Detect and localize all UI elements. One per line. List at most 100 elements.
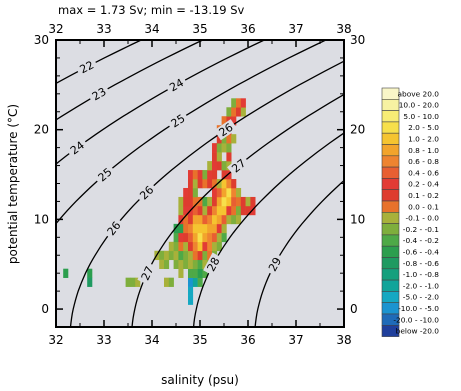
heatmap-cell — [188, 259, 194, 269]
heatmap-cell — [231, 205, 237, 216]
y-tick-label: 30 — [34, 33, 49, 47]
legend-swatch — [381, 87, 400, 100]
contour-label-mask — [264, 252, 285, 276]
heatmap-cell — [231, 134, 237, 144]
heatmap-cell — [212, 241, 218, 252]
heatmap-cell — [183, 223, 189, 234]
contour-label-mask — [135, 181, 158, 204]
heatmap-cell — [183, 187, 189, 198]
heatmap-cell — [178, 205, 184, 216]
heatmap-cell — [236, 107, 242, 117]
density-contour-line — [192, 132, 344, 327]
heatmap-cell — [178, 250, 184, 261]
heatmap-cell — [231, 214, 237, 225]
legend-swatch — [381, 324, 400, 337]
heatmap-cell — [226, 152, 232, 162]
heatmap-cell — [207, 196, 213, 207]
heatmap-cell — [231, 116, 237, 126]
heatmap-cell — [183, 196, 189, 207]
heatmap-cell — [197, 196, 203, 207]
heatmap-cell — [192, 250, 198, 261]
heatmap-cell — [183, 214, 189, 225]
legend-label: -0.6 - -0.4 — [403, 247, 440, 256]
density-contour-line — [56, 40, 203, 121]
heatmap-cell — [87, 277, 93, 287]
legend-label: -0.4 - -0.2 — [403, 236, 439, 245]
heatmap-cell — [197, 223, 203, 234]
heatmap-cell — [216, 205, 222, 216]
heatmap-cell — [87, 268, 93, 278]
legend-label: -0.1 - 0.0 — [405, 214, 439, 223]
contour-label-mask — [164, 74, 189, 95]
heatmap-cell — [226, 196, 232, 207]
heatmap-cell — [164, 277, 170, 287]
axes: 32 32 33 33 34 34 35 35 36 36 37 37 38 38 0 0 10 10 20 20 30… — [34, 22, 366, 347]
x-tick-label: 38 — [336, 333, 351, 347]
legend-swatch — [381, 200, 400, 213]
chart-title: max = 1.73 Sv; min = -13.19 Sv — [58, 3, 245, 17]
heatmap-cell — [221, 196, 227, 207]
legend-swatch — [381, 189, 400, 202]
heatmap-cell — [207, 179, 213, 189]
heatmap-cell — [168, 277, 174, 287]
legend: above 20.0 10.0 - 20.0 5.0 - 10.0 2.0 - 5.0… — [381, 87, 440, 337]
heatmap-cell — [197, 277, 203, 287]
heatmap-cell — [188, 277, 194, 287]
heatmap-cell — [212, 214, 218, 225]
heatmap-cell — [226, 143, 232, 153]
contour-label-mask — [93, 163, 117, 186]
legend-label: 0.4 - 0.6 — [408, 168, 439, 177]
heatmap-cell — [178, 214, 184, 225]
heatmap-cell — [212, 205, 218, 216]
heatmap-cell — [192, 205, 198, 216]
heatmap-cell — [202, 179, 208, 189]
x-tick-label-top: 32 — [48, 22, 63, 36]
legend-swatch — [381, 245, 400, 258]
heatmap-cell — [183, 250, 189, 261]
heatmap-cell — [192, 170, 198, 180]
x-axis-title: salinity (psu) — [161, 373, 239, 387]
heatmap-cell — [250, 205, 256, 216]
heatmap-cell — [188, 187, 194, 198]
heatmap-cell — [216, 241, 222, 252]
y-tick-label: 20 — [34, 123, 49, 137]
heatmap-cell — [221, 143, 227, 153]
heatmap-cell — [197, 241, 203, 252]
heatmap-cell — [212, 161, 218, 171]
heatmap-cell — [245, 205, 251, 216]
heatmap-cell — [221, 161, 227, 171]
heatmap-cell — [188, 232, 194, 243]
heatmap-cell — [226, 134, 232, 144]
legend-swatch — [381, 132, 400, 145]
heatmap-cell — [202, 250, 208, 261]
heatmap-cell — [221, 170, 227, 180]
heatmap-cell — [221, 187, 227, 198]
heatmap-cell — [226, 187, 232, 198]
legend-swatch — [381, 178, 400, 190]
heatmap-cell — [216, 214, 222, 225]
heatmap-cell — [221, 116, 227, 126]
x-tick-label: 36 — [240, 333, 255, 347]
heatmap-cell — [216, 134, 222, 144]
density-contour-line — [56, 40, 327, 225]
contour-label: 22 — [78, 58, 96, 76]
legend-swatch — [381, 234, 400, 247]
legend-label: -20.0 - -10.0 — [393, 315, 439, 324]
heatmap-cell — [221, 232, 227, 243]
legend-label: 0.8 - 1.0 — [408, 146, 439, 155]
heatmap-cell — [202, 214, 208, 225]
heatmap-cell — [240, 98, 246, 108]
legend-swatch — [381, 121, 400, 134]
legend-swatch — [381, 144, 400, 157]
legend-swatch — [381, 223, 400, 236]
legend-swatch — [381, 279, 400, 292]
legend-label: -10.0 - -5.0 — [398, 304, 439, 313]
contour-label-mask — [166, 110, 190, 132]
legend-swatch — [381, 99, 400, 111]
heatmap-cell — [236, 196, 242, 207]
heatmap-cell — [202, 223, 208, 234]
y-tick-label: 0 — [41, 302, 49, 316]
heatmap-cell — [188, 170, 194, 180]
heatmap-cell — [221, 214, 227, 225]
contour-label-mask — [227, 154, 251, 177]
